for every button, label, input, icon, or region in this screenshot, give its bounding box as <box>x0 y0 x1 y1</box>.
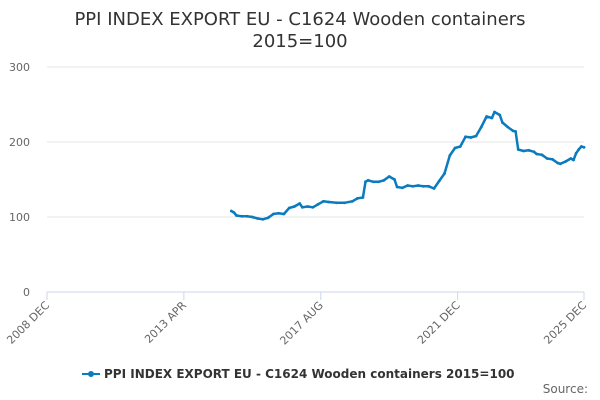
y-tick-label: 0 <box>23 286 30 299</box>
data-point <box>580 145 583 148</box>
legend[interactable]: PPI INDEX EXPORT EU - C1624 Wooden conta… <box>82 367 515 381</box>
data-point <box>387 175 391 178</box>
data-point <box>395 185 399 189</box>
data-point <box>351 199 354 203</box>
data-point <box>437 179 441 183</box>
y-tick-label: 200 <box>9 136 30 149</box>
data-point <box>272 212 275 216</box>
data-point <box>422 184 425 188</box>
data-point <box>535 152 538 156</box>
data-point <box>401 186 404 190</box>
data-point <box>327 200 331 204</box>
data-point <box>300 205 304 209</box>
data-point <box>558 162 562 166</box>
data-point <box>532 150 536 154</box>
data-point <box>266 216 270 220</box>
data-point <box>556 161 560 165</box>
data-point <box>501 121 504 124</box>
chart-title-line2: 2015=100 <box>252 31 347 52</box>
data-point <box>366 178 370 182</box>
data-point <box>240 214 244 218</box>
data-point <box>393 178 396 181</box>
y-tick-label: 300 <box>9 61 30 74</box>
y-axis-tick-labels: 0 100 200 300 <box>9 61 30 299</box>
data-point <box>527 148 531 152</box>
data-point <box>416 184 420 187</box>
data-point <box>232 211 236 214</box>
data-point <box>282 212 286 216</box>
data-point <box>261 217 265 221</box>
data-point <box>572 158 575 162</box>
data-point <box>453 146 457 150</box>
data-point <box>493 110 496 114</box>
data-point <box>372 180 375 184</box>
y-gridlines <box>47 66 584 218</box>
data-point <box>406 184 409 187</box>
data-point <box>582 145 586 149</box>
data-point <box>229 209 233 213</box>
series-layer <box>229 110 586 221</box>
data-point <box>361 196 365 199</box>
data-point <box>516 148 520 151</box>
data-point <box>235 214 238 217</box>
data-point <box>514 130 517 133</box>
data-point <box>490 116 494 120</box>
data-point <box>356 196 359 200</box>
data-point <box>551 157 554 161</box>
data-point <box>298 202 302 205</box>
data-point <box>343 201 346 205</box>
data-point <box>316 202 320 206</box>
data-point <box>311 205 315 209</box>
data-point <box>443 172 446 175</box>
data-point <box>432 187 436 190</box>
data-point <box>411 184 415 188</box>
legend-label[interactable]: PPI INDEX EXPORT EU - C1624 Wooden conta… <box>104 367 515 381</box>
data-point <box>306 205 309 208</box>
data-point <box>277 211 280 215</box>
data-point <box>479 125 483 129</box>
data-point <box>458 145 462 148</box>
data-point <box>506 125 510 129</box>
data-point <box>377 180 381 184</box>
data-point <box>498 113 502 117</box>
data-point <box>287 206 291 210</box>
source-label: Source: <box>543 382 588 396</box>
chart-title-line1: PPI INDEX EXPORT EU - C1624 Wooden conta… <box>74 9 525 30</box>
data-point <box>540 153 544 157</box>
data-point <box>245 214 249 218</box>
data-point <box>464 135 467 139</box>
data-point <box>522 149 525 153</box>
data-point <box>569 157 573 160</box>
data-point <box>322 199 325 203</box>
data-point <box>427 184 431 188</box>
data-point <box>448 154 452 157</box>
data-point <box>577 148 581 151</box>
data-point <box>256 217 259 220</box>
data-point <box>364 180 367 184</box>
data-point <box>293 205 296 208</box>
data-point <box>250 215 254 219</box>
data-point <box>382 178 386 182</box>
data-point <box>485 115 488 118</box>
data-point <box>474 134 478 138</box>
data-point <box>564 160 567 163</box>
data-point <box>469 136 473 139</box>
data-point <box>335 201 338 205</box>
y-tick-label: 100 <box>9 211 30 224</box>
data-point <box>574 151 578 155</box>
legend-point-marker <box>88 371 94 377</box>
data-point <box>511 129 515 133</box>
data-point <box>545 157 549 160</box>
